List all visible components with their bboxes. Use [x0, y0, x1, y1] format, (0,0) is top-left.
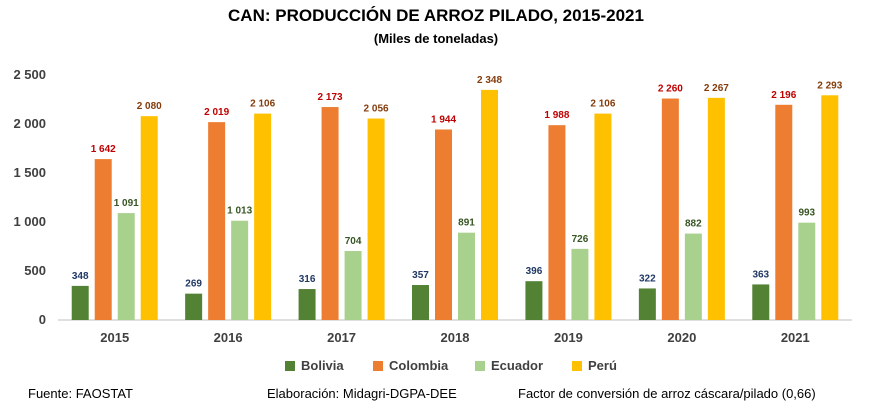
data-label: 363 [752, 269, 769, 280]
bar-colombia [94, 159, 112, 320]
data-label: 269 [185, 279, 202, 290]
x-tick-label: 2016 [214, 330, 243, 345]
bar-bolivia [752, 284, 770, 320]
data-label: 2 080 [137, 101, 162, 112]
data-label: 726 [572, 234, 589, 245]
bar-ecuador [344, 251, 362, 320]
data-label: 316 [299, 274, 316, 285]
legend-swatch [572, 361, 582, 371]
bar-colombia [435, 129, 452, 320]
data-label: 2 019 [204, 107, 229, 118]
bar-bolivia [412, 285, 429, 320]
bar-per [367, 118, 385, 321]
data-label: 2 173 [318, 92, 343, 103]
bar-ecuador [571, 248, 589, 320]
legend-swatch [285, 361, 295, 371]
bar-per [707, 97, 725, 320]
y-tick-label: 2 500 [13, 67, 46, 82]
legend-label: Ecuador [491, 358, 543, 373]
data-label: 2 056 [364, 104, 389, 115]
x-tick-label: 2020 [667, 330, 696, 345]
bar-colombia [208, 122, 226, 320]
data-label: 1 642 [91, 144, 116, 155]
bar-per [821, 95, 839, 320]
y-tick-label: 500 [24, 263, 46, 278]
data-label: 357 [412, 270, 429, 281]
data-label: 993 [798, 208, 815, 219]
x-tick-label: 2017 [327, 330, 356, 345]
chart-subtitle: (Miles de toneladas) [373, 31, 499, 46]
bar-colombia [548, 125, 566, 321]
data-label: 2 196 [771, 90, 796, 101]
legend-label: Bolivia [301, 358, 344, 373]
y-tick-label: 1 500 [13, 165, 46, 180]
x-tick-label: 2019 [554, 330, 583, 345]
bar-bolivia [185, 293, 203, 320]
data-label: 1 944 [431, 114, 456, 125]
bar-ecuador [798, 222, 816, 320]
data-label: 2 106 [590, 99, 615, 110]
bar-per [594, 113, 612, 320]
data-label: 396 [526, 266, 543, 277]
legend-swatch [475, 361, 485, 371]
bar-colombia [775, 104, 793, 321]
bar-ecuador [684, 233, 702, 320]
bar-per [254, 113, 272, 320]
footer-source: Fuente: FAOSTAT [28, 386, 133, 401]
data-label: 2 293 [817, 80, 842, 91]
data-label: 1 091 [114, 198, 139, 209]
legend-label: Perú [588, 358, 617, 373]
bar-ecuador [458, 232, 475, 320]
bar-bolivia [298, 289, 316, 320]
bar-ecuador [231, 220, 249, 320]
y-tick-label: 1 000 [13, 214, 46, 229]
x-tick-label: 2021 [781, 330, 810, 345]
bar-ecuador [117, 213, 135, 320]
y-tick-label: 0 [39, 312, 46, 327]
data-label: 882 [685, 219, 702, 230]
bar-colombia [321, 107, 339, 321]
bar-per [140, 116, 158, 320]
data-label: 2 348 [477, 75, 502, 86]
footer-note: Factor de conversión de arroz cáscara/pi… [518, 386, 816, 401]
x-tick-label: 2018 [441, 330, 470, 345]
data-label: 2 260 [658, 84, 683, 95]
legend-swatch [373, 361, 383, 371]
data-label: 322 [639, 273, 656, 284]
bar-bolivia [525, 281, 543, 320]
data-label: 891 [458, 218, 475, 229]
data-label: 348 [72, 271, 89, 282]
data-label: 1 988 [544, 110, 569, 121]
y-tick-label: 2 000 [13, 116, 46, 131]
data-label: 2 106 [250, 99, 275, 110]
data-label: 1 013 [227, 206, 252, 217]
chart-title: CAN: PRODUCCIÓN DE ARROZ PILADO, 2015-20… [228, 6, 644, 25]
bar-bolivia [638, 288, 656, 320]
bar-per [481, 89, 498, 320]
data-label: 704 [345, 236, 362, 247]
legend-label: Colombia [389, 358, 449, 373]
x-tick-label: 2015 [100, 330, 129, 345]
bar-bolivia [71, 285, 89, 320]
bar-colombia [661, 98, 679, 321]
footer-elaboration: Elaboración: Midagri-DGPA-DEE [267, 386, 457, 401]
data-label: 2 267 [704, 83, 729, 94]
